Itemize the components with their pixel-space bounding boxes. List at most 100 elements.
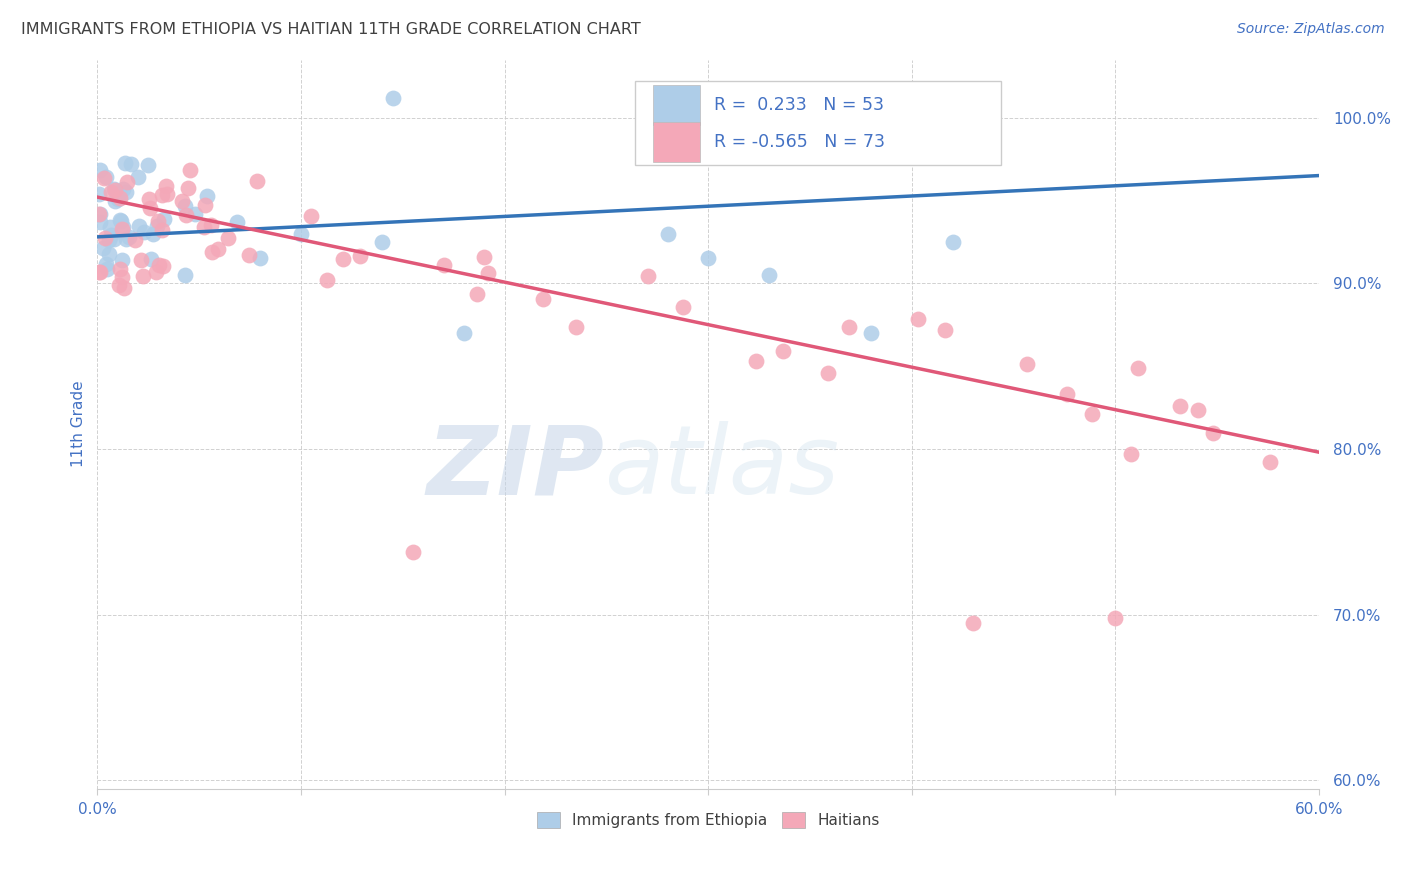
Point [531,293,554,307]
Text: IMMIGRANTS FROM ETHIOPIA VS HAITIAN 11TH GRADE CORRELATION CHART: IMMIGRANTS FROM ETHIOPIA VS HAITIAN 11TH… [21,22,641,37]
Point [115,232,138,246]
Point [94,257,117,271]
Point [104,194,127,209]
Point [453,326,475,340]
Point [472,250,495,264]
Point [146,214,169,228]
Point [226,215,249,229]
Point [146,219,169,233]
Point [942,235,965,249]
Point [111,269,134,284]
Point [112,280,135,294]
Point [238,248,260,262]
Point [697,252,720,266]
Point [100,228,122,243]
Point [207,242,229,256]
Point [93,231,115,245]
Text: R = -0.565   N = 73: R = -0.565 N = 73 [714,133,886,151]
Point [477,266,499,280]
Point [249,252,271,266]
Point [1081,407,1104,421]
Bar [636,81,1001,165]
Y-axis label: 11th Grade: 11th Grade [72,381,86,467]
Point [246,174,269,188]
Legend: Immigrants from Ethiopia, Haitians: Immigrants from Ethiopia, Haitians [529,805,887,836]
Point [907,311,929,326]
Point [110,214,132,228]
Point [89,265,111,279]
Point [150,188,173,202]
Point [139,201,162,215]
Point [467,286,489,301]
Text: R =  0.233   N = 53: R = 0.233 N = 53 [714,96,884,114]
Text: atlas: atlas [605,421,839,515]
Point [1121,447,1143,461]
Point [433,259,456,273]
Point [672,300,695,314]
Point [136,158,159,172]
Text: ZIP: ZIP [426,421,605,515]
Point [200,218,222,232]
Point [104,183,127,197]
Point [745,353,768,368]
Point [110,213,132,227]
Point [89,207,111,221]
Point [315,273,337,287]
Point [934,323,956,337]
Point [349,249,371,263]
Point [91,241,114,255]
Point [1128,361,1150,376]
Point [111,252,134,267]
Point [89,162,111,177]
Point [108,278,131,293]
Point [98,233,121,247]
Point [201,244,224,259]
Point [772,344,794,359]
Point [381,91,404,105]
Point [132,269,155,284]
Point [96,261,118,276]
Point [108,191,131,205]
Point [110,221,132,235]
Point [94,170,117,185]
Point [127,169,149,184]
Point [290,227,312,241]
Point [103,182,125,196]
Point [194,197,217,211]
Point [174,208,197,222]
Point [332,252,354,266]
Point [962,615,984,630]
Point [174,199,197,213]
Point [156,186,179,201]
Bar [654,122,700,161]
Point [89,215,111,229]
Point [657,227,679,241]
Point [89,207,111,221]
Point [155,179,177,194]
Point [565,320,588,334]
Point [1187,403,1209,417]
Point [145,265,167,279]
Point [114,156,136,170]
Point [177,180,200,194]
Point [108,261,131,276]
Point [174,268,197,282]
Point [184,207,207,221]
Point [179,162,201,177]
Point [758,268,780,282]
Point [93,171,115,186]
Text: Source: ZipAtlas.com: Source: ZipAtlas.com [1237,22,1385,37]
Point [301,210,323,224]
Point [114,185,136,199]
Point [217,231,239,245]
Point [195,188,218,202]
Bar [654,85,700,125]
Point [1258,455,1281,469]
Point [817,366,839,380]
Point [637,269,659,284]
Point [89,187,111,202]
Point [134,225,156,239]
Point [150,223,173,237]
Point [107,192,129,206]
Point [1168,399,1191,413]
